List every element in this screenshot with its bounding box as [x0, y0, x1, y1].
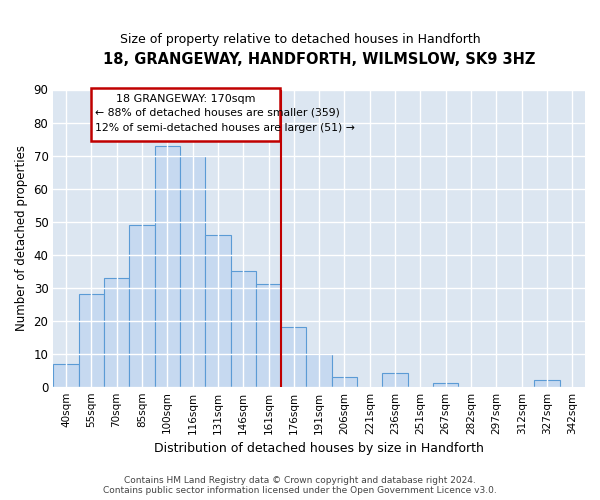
Bar: [104, 278, 129, 386]
FancyBboxPatch shape: [91, 88, 280, 141]
Bar: [155, 146, 180, 386]
Bar: [205, 235, 230, 386]
Bar: [79, 294, 104, 386]
Bar: [256, 284, 281, 386]
Bar: [281, 327, 307, 386]
X-axis label: Distribution of detached houses by size in Handforth: Distribution of detached houses by size …: [154, 442, 484, 455]
Bar: [53, 364, 79, 386]
Bar: [129, 225, 155, 386]
Bar: [180, 156, 205, 386]
Text: Contains HM Land Registry data © Crown copyright and database right 2024.
Contai: Contains HM Land Registry data © Crown c…: [103, 476, 497, 495]
Text: Size of property relative to detached houses in Handforth: Size of property relative to detached ho…: [119, 32, 481, 46]
Text: ← 88% of detached houses are smaller (359): ← 88% of detached houses are smaller (35…: [95, 108, 340, 118]
Y-axis label: Number of detached properties: Number of detached properties: [15, 145, 28, 331]
Text: 18 GRANGEWAY: 170sqm: 18 GRANGEWAY: 170sqm: [116, 94, 256, 104]
Bar: [307, 354, 332, 386]
Bar: [230, 271, 256, 386]
Bar: [433, 384, 458, 386]
Text: 12% of semi-detached houses are larger (51) →: 12% of semi-detached houses are larger (…: [95, 122, 355, 132]
Bar: [535, 380, 560, 386]
Title: 18, GRANGEWAY, HANDFORTH, WILMSLOW, SK9 3HZ: 18, GRANGEWAY, HANDFORTH, WILMSLOW, SK9 …: [103, 52, 535, 68]
Bar: [332, 377, 357, 386]
Bar: [382, 374, 408, 386]
